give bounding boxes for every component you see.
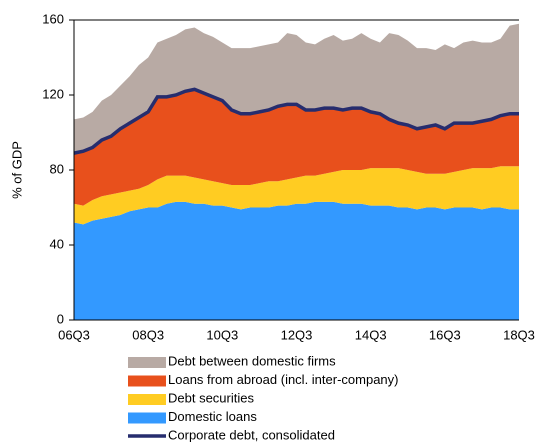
area <box>74 166 519 225</box>
x-tick-label: 10Q3 <box>206 327 238 342</box>
x-tick-label: 12Q3 <box>281 327 313 342</box>
legend-swatch <box>128 412 166 424</box>
area <box>74 23 519 154</box>
x-tick-label: 06Q3 <box>58 327 90 342</box>
x-tick-label: 18Q3 <box>503 327 535 342</box>
line <box>73 87 519 155</box>
area <box>74 201 519 320</box>
x-tick-label: 08Q3 <box>132 327 164 342</box>
legend-swatch <box>128 375 166 387</box>
y-axis-label: % of GDP <box>9 141 24 199</box>
x-tick-label: 16Q3 <box>429 327 461 342</box>
legend-label: Domestic loans <box>168 409 257 424</box>
x-tick-label: 14Q3 <box>355 327 387 342</box>
y-tick-label: 40 <box>50 236 64 251</box>
area <box>74 89 519 206</box>
y-tick-label: 120 <box>42 86 64 101</box>
legend-label: Corporate debt, consolidated <box>168 427 335 442</box>
legend-label: Loans from abroad (incl. inter-company) <box>168 372 399 387</box>
legend-swatch <box>128 357 166 368</box>
legend-label: Debt securities <box>168 390 254 405</box>
legend-label: Debt between domestic firms <box>168 353 336 368</box>
y-tick-label: 160 <box>42 11 64 26</box>
y-tick-label: 80 <box>50 161 64 176</box>
legend-swatch <box>128 394 166 405</box>
y-tick-label: 0 <box>57 311 64 326</box>
